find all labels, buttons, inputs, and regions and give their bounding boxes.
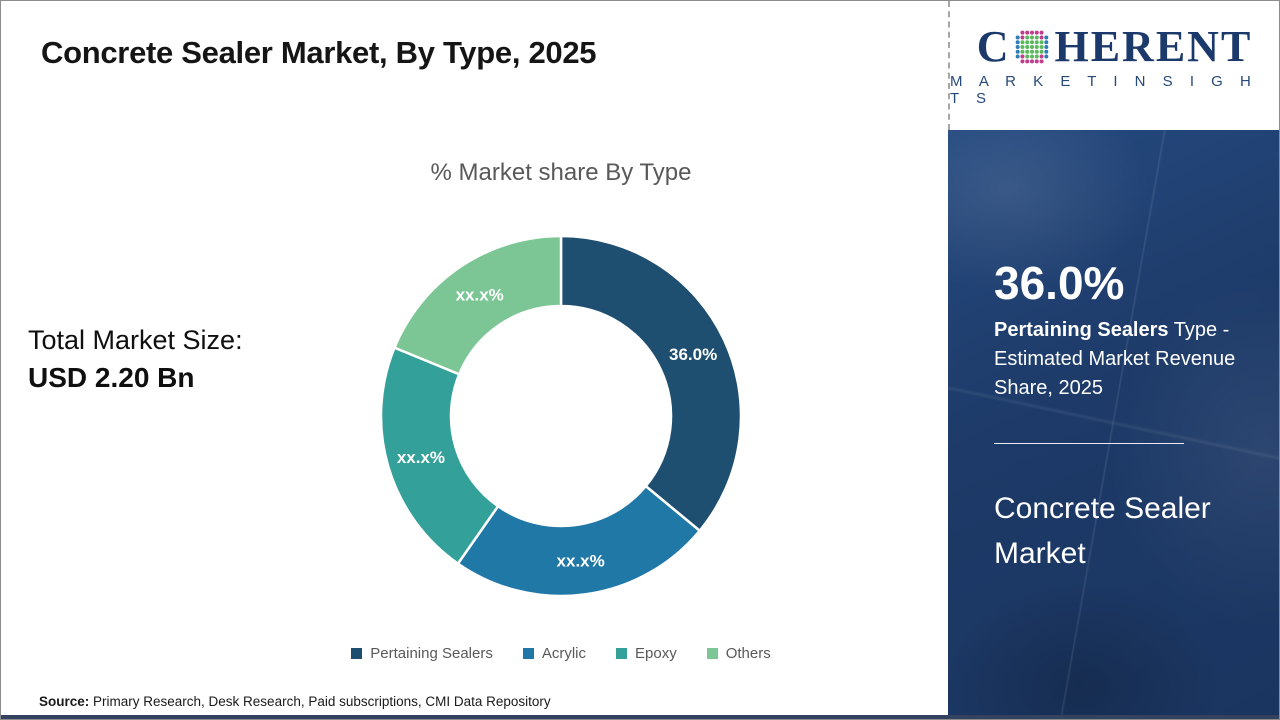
source-text: Primary Research, Desk Research, Paid su… xyxy=(89,694,551,709)
total-market-size-block: Total Market Size: USD 2.20 Bn xyxy=(28,325,243,394)
legend-label: Pertaining Sealers xyxy=(370,645,493,662)
donut-slice-label: xx.x% xyxy=(456,286,504,305)
source-line: Source: Primary Research, Desk Research,… xyxy=(39,694,551,709)
bottom-accent-bar xyxy=(1,715,1279,719)
logo-text-post: HERENT xyxy=(1054,21,1253,71)
donut-slice-others xyxy=(392,234,563,376)
logo-text-pre: C xyxy=(976,21,1011,71)
donut-chart: 36.0% xx.x% xx.x% xx.x% xyxy=(379,234,743,598)
brand-logo: C HERENT M A R K E T I N S I G H T S xyxy=(948,1,1279,130)
highlight-sidebar: 36.0% Pertaining Sealers Type - Estimate… xyxy=(948,130,1279,715)
globe-dots-icon xyxy=(1016,30,1049,63)
chart-legend: Pertaining Sealers Acrylic Epoxy Others xyxy=(241,645,881,662)
donut-slice-label: 36.0% xyxy=(669,345,717,364)
total-market-size-label: Total Market Size: xyxy=(28,325,243,355)
legend-swatch-icon xyxy=(616,648,628,659)
stat-desc-rest: Type - Estimated Market Revenue Share, 2… xyxy=(994,319,1236,399)
legend-swatch-icon xyxy=(522,648,534,659)
legend-label: Others xyxy=(725,645,771,662)
legend-label: Acrylic xyxy=(541,645,587,662)
total-market-size-value: USD 2.20 Bn xyxy=(28,362,195,393)
stat-desc-bold: Pertaining Sealers xyxy=(994,319,1169,341)
donut-slice-label: xx.x% xyxy=(397,448,445,467)
legend-label: Epoxy xyxy=(635,645,677,662)
donut-slice-pertaining-sealers xyxy=(559,234,743,533)
chart-title: % Market share By Type xyxy=(430,159,692,186)
legend-item-acrylic: Acrylic xyxy=(522,645,587,662)
logo-wordmark: C HERENT xyxy=(976,21,1253,71)
legend-item-epoxy: Epoxy xyxy=(616,645,677,662)
legend-swatch-icon xyxy=(351,648,363,659)
legend-item-pertaining-sealers: Pertaining Sealers xyxy=(351,645,493,662)
source-label: Source: xyxy=(39,694,90,709)
legend-swatch-icon xyxy=(706,648,718,659)
page-title: Concrete Sealer Market, By Type, 2025 xyxy=(41,35,597,70)
sidebar-divider xyxy=(994,443,1184,444)
market-name: Concrete Sealer Market xyxy=(994,492,1211,570)
headline-stat-description: Pertaining Sealers Type - Estimated Mark… xyxy=(994,316,1239,403)
donut-slice-label: xx.x% xyxy=(557,552,605,571)
logo-subtitle: M A R K E T I N S I G H T S xyxy=(950,72,1258,107)
headline-stat: 36.0% xyxy=(994,257,1125,309)
sidebar-content: 36.0% Pertaining Sealers Type - Estimate… xyxy=(948,130,1279,576)
donut-slice-acrylic xyxy=(456,484,702,598)
legend-item-others: Others xyxy=(706,645,771,662)
